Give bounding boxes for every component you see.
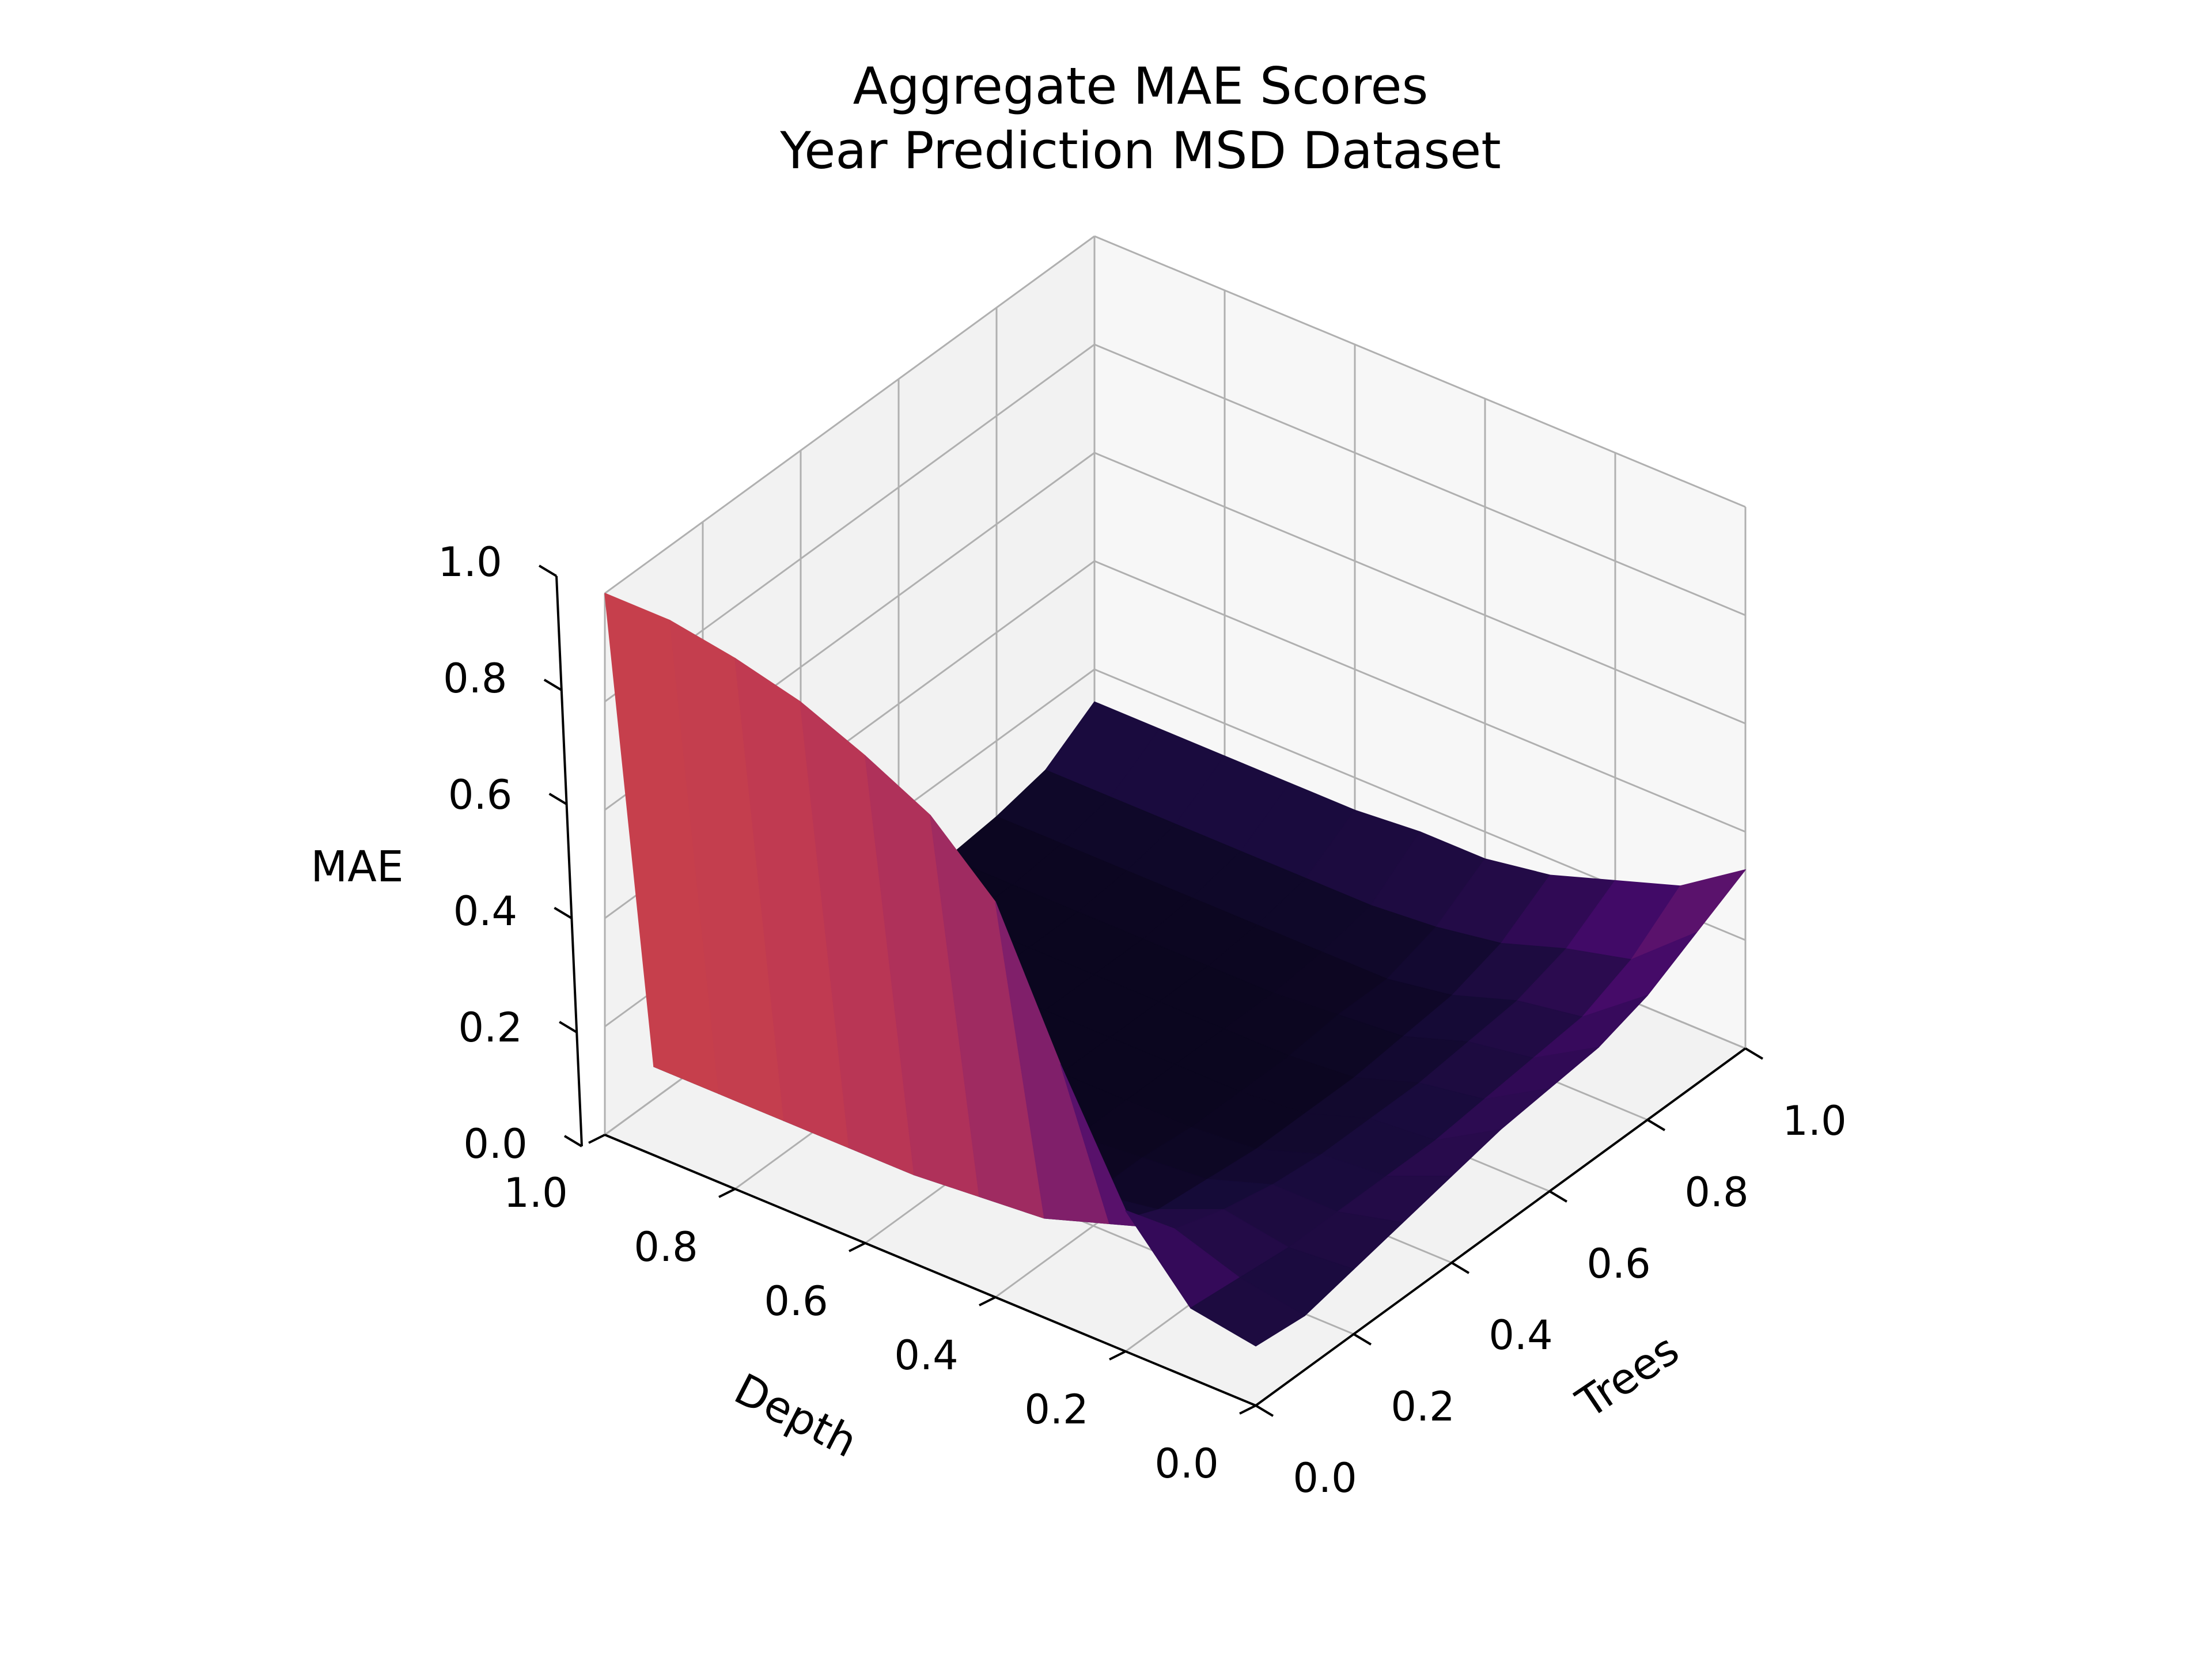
- depth-tick-label: 0.2: [1024, 1386, 1088, 1433]
- mae-tick: [538, 565, 558, 577]
- trees-tick: [1255, 1404, 1274, 1417]
- trees-tick: [1548, 1190, 1568, 1203]
- mae-tick-label: 0.2: [459, 1004, 522, 1051]
- depth-tick: [849, 1242, 866, 1252]
- surface-patch: [1190, 1277, 1305, 1347]
- depth-axis-line: [604, 1134, 1256, 1407]
- mae-tick: [563, 1135, 583, 1147]
- depth-tick-label: 0.4: [894, 1332, 958, 1379]
- depth-tick-label: 0.0: [1154, 1440, 1218, 1487]
- depth-tick-label: 0.8: [634, 1224, 698, 1271]
- trees-tick-label: 0.6: [1586, 1240, 1650, 1287]
- trees-tick: [1353, 1333, 1372, 1346]
- trees-tick-label: 0.8: [1684, 1169, 1748, 1216]
- mae-tick-label: 0.0: [463, 1120, 527, 1168]
- depth-tick: [588, 1134, 605, 1144]
- trees-axis-line: [1255, 1047, 1747, 1407]
- trees-tick-label: 1.0: [1782, 1097, 1846, 1145]
- chart-title: Aggregate MAE Scores: [853, 56, 1429, 116]
- depth-tick: [718, 1188, 736, 1198]
- grid-line-mae-right: [1094, 343, 1746, 616]
- depth-tick: [1239, 1404, 1256, 1415]
- mae-tick: [554, 907, 573, 919]
- tick-labels: 0.00.20.40.60.81.00.00.20.40.60.81.00.00…: [438, 539, 1846, 1502]
- mae-axis-line: [555, 575, 583, 1147]
- mae-tick-label: 0.6: [448, 771, 512, 819]
- mae-tick: [559, 1021, 578, 1033]
- depth-tick: [979, 1296, 996, 1306]
- mae-tick-label: 1.0: [438, 539, 502, 586]
- z-axis-label: MAE: [310, 842, 403, 892]
- trees-tick-label: 0.0: [1293, 1455, 1357, 1502]
- mae-tick-label: 0.8: [443, 655, 507, 702]
- trees-tick: [1646, 1119, 1666, 1131]
- trees-tick: [1744, 1047, 1764, 1060]
- grid-line-mae-right: [1094, 235, 1746, 508]
- grid-line-mae-right: [1094, 452, 1746, 725]
- axis-lines: [538, 565, 1764, 1417]
- chart-subtitle: Year Prediction MSD Dataset: [779, 121, 1501, 180]
- mae-tick-label: 0.4: [453, 888, 517, 935]
- trees-tick: [1450, 1262, 1470, 1274]
- mae-tick: [548, 793, 567, 805]
- trees-tick-label: 0.4: [1488, 1312, 1552, 1359]
- surface-mesh: [604, 593, 1746, 1347]
- depth-tick-label: 0.6: [764, 1278, 828, 1325]
- trees-tick-label: 0.2: [1391, 1383, 1455, 1430]
- depth-tick-label: 1.0: [503, 1169, 567, 1217]
- grid-line-mae-left: [604, 235, 1095, 594]
- grid-line-mae-right: [1094, 560, 1746, 833]
- mae-tick: [543, 679, 562, 691]
- depth-tick: [1109, 1350, 1126, 1361]
